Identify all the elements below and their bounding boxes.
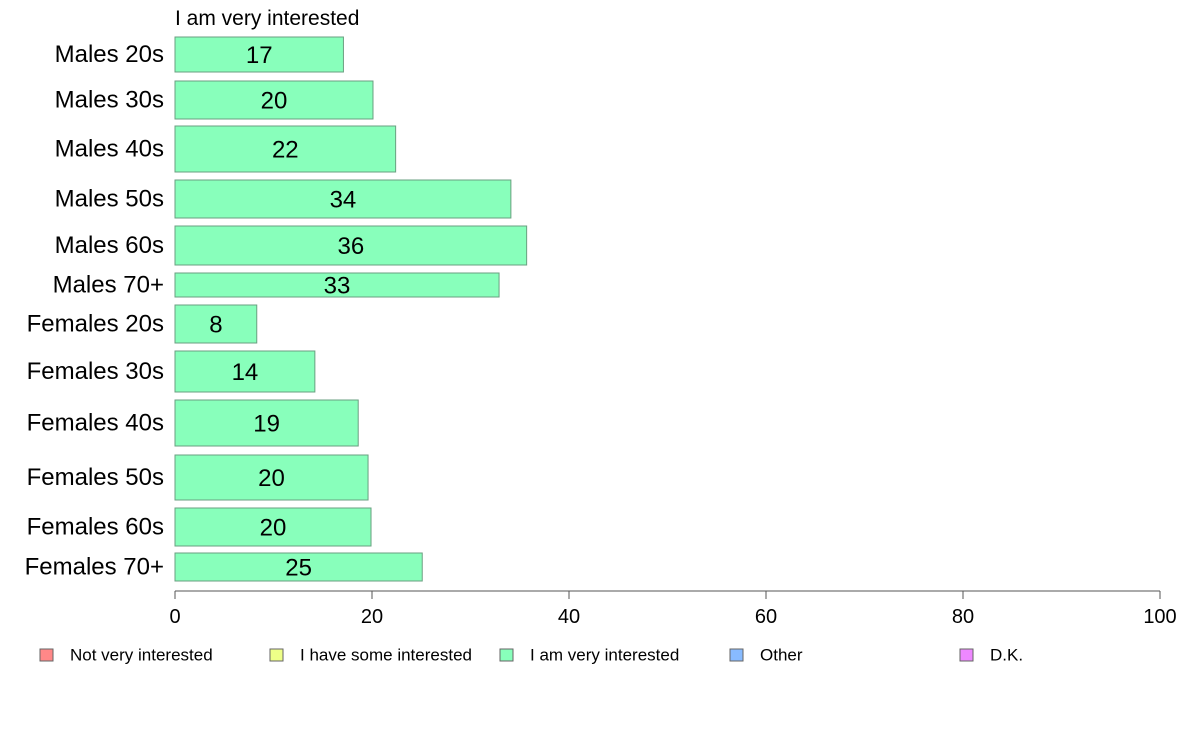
legend-swatch	[39, 648, 54, 662]
bar-value-label: 36	[337, 233, 364, 260]
category-label: Females 30s	[27, 358, 164, 385]
category-label: Males 40s	[55, 136, 164, 163]
category-label: Males 70+	[53, 272, 164, 299]
legend: Not very interested I have some intereste…	[39, 646, 1023, 665]
bar	[174, 507, 372, 547]
bar	[174, 80, 374, 120]
legend-swatch	[499, 648, 514, 662]
bar-value-label: 17	[246, 42, 273, 69]
legend-label: Other	[760, 646, 803, 665]
bar-value-label: 14	[232, 359, 259, 386]
legend-label: Not very interested	[70, 646, 213, 665]
bar-value-label: 33	[324, 273, 351, 300]
category-label: Males 60s	[55, 232, 164, 259]
x-tick-label: 60	[755, 606, 777, 628]
legend-swatch	[729, 648, 744, 662]
x-tick-label: 80	[952, 606, 974, 628]
category-label: Males 20s	[55, 41, 164, 68]
bar-value-label: 25	[285, 555, 312, 582]
category-label: Males 30s	[55, 87, 164, 114]
bar	[174, 179, 512, 219]
bar-value-label: 20	[260, 515, 287, 542]
bar	[174, 454, 369, 501]
bar	[174, 225, 528, 266]
x-tick-label: 100	[1143, 606, 1176, 628]
bar	[174, 125, 397, 173]
category-label: Females 70+	[25, 554, 164, 581]
category-label: Females 60s	[27, 514, 164, 541]
bar	[174, 350, 316, 393]
legend-label: I am very interested	[530, 646, 679, 665]
legend-label: I have some interested	[300, 646, 472, 665]
chart-title: I am very interested	[175, 7, 359, 30]
category-label: Females 40s	[27, 410, 164, 437]
bar-value-label: 34	[330, 187, 357, 214]
bar	[174, 272, 500, 298]
x-tick-label: 20	[361, 606, 383, 628]
category-label: Males 50s	[55, 186, 164, 213]
x-axis: 0 20 40 60 80 100	[169, 590, 1177, 628]
bar	[174, 399, 359, 447]
bar-value-label: 20	[261, 88, 288, 115]
legend-swatch	[269, 648, 284, 662]
bars-group: Males 20s 17 Males 30s 20 Males 40s 22 Males 5…	[25, 36, 528, 582]
bar-value-label: 22	[272, 137, 299, 164]
bar-value-label: 19	[253, 411, 280, 438]
bar-value-label: 8	[209, 312, 222, 339]
legend-label: D.K.	[990, 646, 1023, 665]
bar	[174, 552, 423, 582]
bar-value-label: 20	[258, 465, 285, 492]
x-tick-label: 0	[169, 606, 180, 628]
category-label: Females 50s	[27, 464, 164, 491]
category-label: Females 20s	[27, 311, 164, 338]
x-tick-label: 40	[558, 606, 580, 628]
bar	[174, 36, 344, 73]
legend-swatch	[959, 648, 974, 662]
bar	[174, 304, 258, 344]
